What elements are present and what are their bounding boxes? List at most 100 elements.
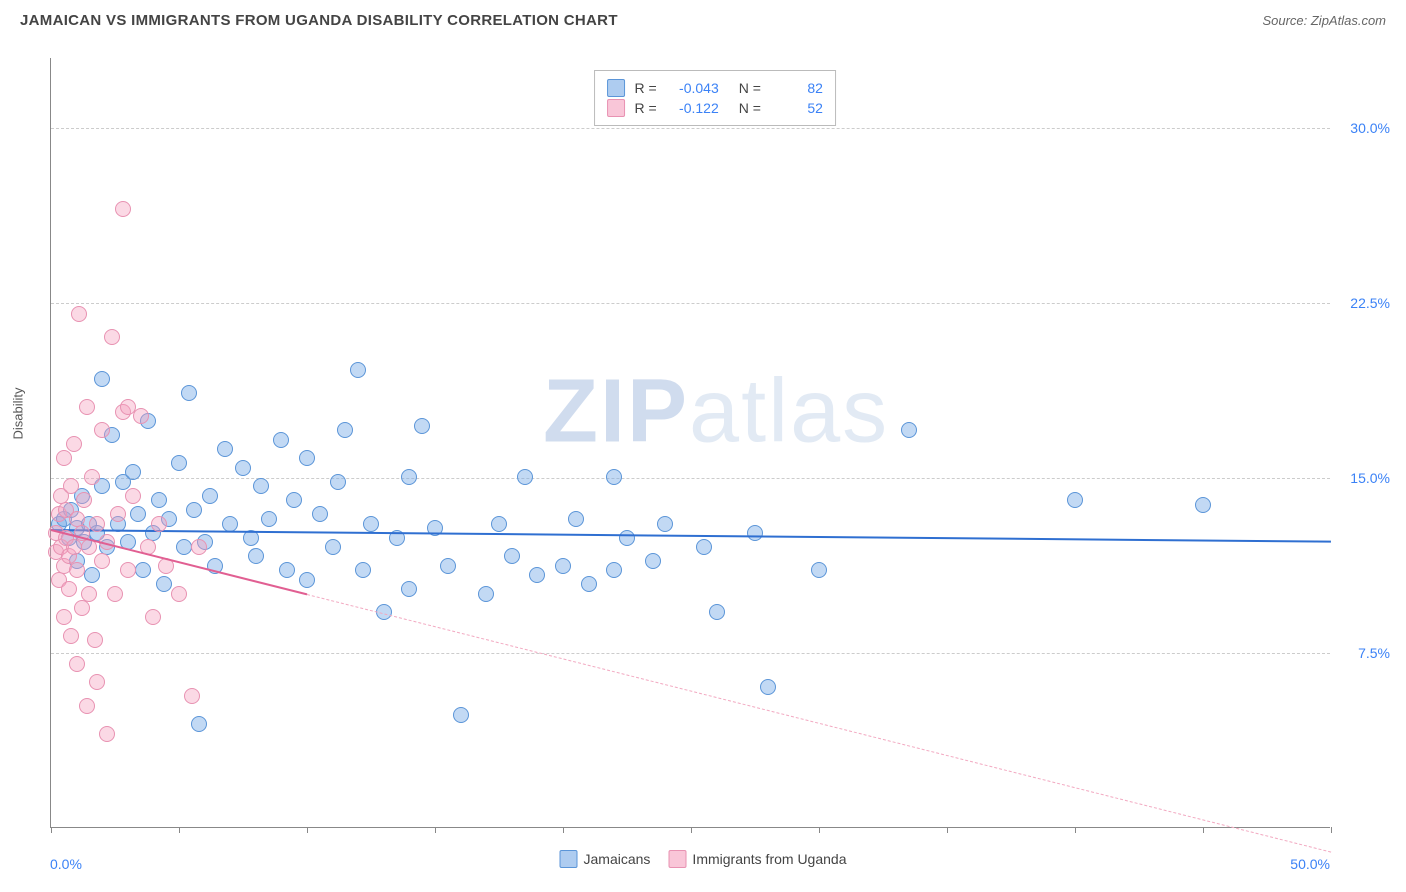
scatter-point [94, 371, 110, 387]
gridline [51, 478, 1330, 479]
scatter-point [71, 306, 87, 322]
scatter-point [350, 362, 366, 378]
scatter-point [401, 581, 417, 597]
scatter-point [606, 562, 622, 578]
chart-header: JAMAICAN VS IMMIGRANTS FROM UGANDA DISAB… [0, 0, 1406, 37]
x-tick [307, 827, 308, 833]
x-tick [179, 827, 180, 833]
scatter-point [87, 632, 103, 648]
scatter-point [645, 553, 661, 569]
scatter-point [156, 576, 172, 592]
x-tick [691, 827, 692, 833]
scatter-point [79, 698, 95, 714]
scatter-point [84, 567, 100, 583]
chart-source: Source: ZipAtlas.com [1262, 13, 1386, 28]
scatter-point [901, 422, 917, 438]
scatter-point [217, 441, 233, 457]
scatter-point [325, 539, 341, 555]
x-tick [819, 827, 820, 833]
stats-legend-box: R =-0.043N =82 R =-0.122N =52 [594, 70, 836, 126]
scatter-point [69, 656, 85, 672]
scatter-point [69, 562, 85, 578]
scatter-point [273, 432, 289, 448]
scatter-point [171, 586, 187, 602]
scatter-point [56, 609, 72, 625]
scatter-point [478, 586, 494, 602]
plot-area: ZIPatlas R =-0.043N =82R =-0.122N =52 7.… [50, 58, 1330, 828]
scatter-point [222, 516, 238, 532]
stats-row: R =-0.122N =52 [607, 99, 823, 117]
x-axis-max-label: 50.0% [1290, 856, 1330, 872]
scatter-point [99, 726, 115, 742]
scatter-point [491, 516, 507, 532]
scatter-point [355, 562, 371, 578]
scatter-point [61, 581, 77, 597]
scatter-point [299, 572, 315, 588]
scatter-point [84, 469, 100, 485]
scatter-point [74, 600, 90, 616]
legend-swatch [668, 850, 686, 868]
chart-container: Disability ZIPatlas R =-0.043N =82R =-0.… [20, 48, 1386, 868]
scatter-point [145, 609, 161, 625]
scatter-point [529, 567, 545, 583]
gridline [51, 653, 1330, 654]
scatter-point [253, 478, 269, 494]
scatter-point [115, 201, 131, 217]
scatter-point [63, 478, 79, 494]
scatter-point [1067, 492, 1083, 508]
scatter-point [66, 539, 82, 555]
x-tick [563, 827, 564, 833]
scatter-point [337, 422, 353, 438]
scatter-point [440, 558, 456, 574]
x-tick [1331, 827, 1332, 833]
scatter-point [504, 548, 520, 564]
scatter-point [176, 539, 192, 555]
scatter-point [811, 562, 827, 578]
scatter-point [130, 506, 146, 522]
x-tick [947, 827, 948, 833]
scatter-point [151, 492, 167, 508]
scatter-point [181, 385, 197, 401]
legend-bottom: Jamaicans Immigrants from Uganda [552, 848, 855, 870]
scatter-point [414, 418, 430, 434]
legend-item: Jamaicans [560, 850, 651, 868]
scatter-point [104, 329, 120, 345]
scatter-point [696, 539, 712, 555]
x-tick [1075, 827, 1076, 833]
scatter-point [191, 539, 207, 555]
y-tick-label: 15.0% [1350, 470, 1390, 486]
scatter-point [619, 530, 635, 546]
scatter-point [1195, 497, 1211, 513]
scatter-point [94, 422, 110, 438]
scatter-point [657, 516, 673, 532]
x-tick [51, 827, 52, 833]
watermark: ZIPatlas [543, 360, 889, 463]
scatter-point [330, 474, 346, 490]
scatter-point [279, 562, 295, 578]
scatter-point [171, 455, 187, 471]
scatter-point [261, 511, 277, 527]
legend-swatch [607, 99, 625, 117]
scatter-point [363, 516, 379, 532]
scatter-point [312, 506, 328, 522]
scatter-point [581, 576, 597, 592]
legend-swatch [560, 850, 578, 868]
x-axis-min-label: 0.0% [50, 856, 82, 872]
scatter-point [191, 716, 207, 732]
scatter-point [63, 628, 79, 644]
scatter-point [66, 436, 82, 452]
scatter-point [107, 586, 123, 602]
stats-row: R =-0.043N =82 [607, 79, 823, 97]
legend-item: Immigrants from Uganda [668, 850, 846, 868]
chart-title: JAMAICAN VS IMMIGRANTS FROM UGANDA DISAB… [20, 12, 618, 29]
scatter-point [186, 502, 202, 518]
scatter-point [125, 488, 141, 504]
scatter-point [401, 469, 417, 485]
scatter-point [709, 604, 725, 620]
legend-label: Immigrants from Uganda [692, 851, 846, 867]
scatter-point [184, 688, 200, 704]
legend-label: Jamaicans [584, 851, 651, 867]
x-tick [1203, 827, 1204, 833]
scatter-point [299, 450, 315, 466]
scatter-point [81, 586, 97, 602]
